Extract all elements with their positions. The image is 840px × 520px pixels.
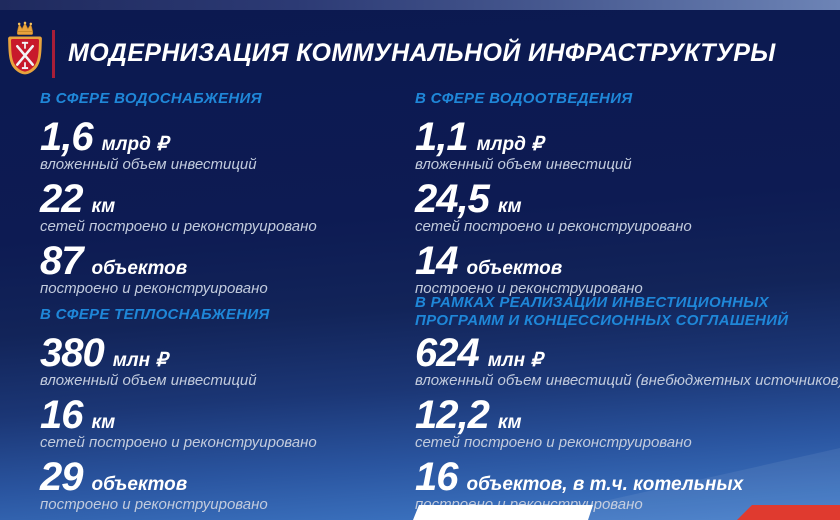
page-title: МОДЕРНИЗАЦИЯ КОММУНАЛЬНОЙ ИНФРАСТРУКТУРЫ <box>68 39 776 68</box>
stat-unit: млн ₽ <box>487 350 543 371</box>
flag-stripe-red <box>737 505 840 520</box>
stat-value: 12,2 <box>415 393 490 437</box>
stat-value: 87 <box>40 239 83 283</box>
stat-value: 14 <box>415 239 458 283</box>
section-heading: В РАМКАХ РЕАЛИЗАЦИИ ИНВЕСТИЦИОННЫХ ПРОГР… <box>415 294 789 329</box>
stat-networks: 22 км сетей построено и реконструировано <box>40 177 395 235</box>
stat-networks: 12,2 км сетей построено и реконструирова… <box>415 393 840 451</box>
stat-unit: объектов <box>91 258 188 279</box>
stat-caption: сетей построено и реконструировано <box>415 218 692 235</box>
section-heading: В СФЕРЕ ТЕПЛОСНАБЖЕНИЯ <box>40 306 270 323</box>
stat-unit: км <box>497 196 522 217</box>
stat-networks: 24,5 км сетей построено и реконструирова… <box>415 177 840 235</box>
tula-coat-of-arms-icon <box>8 21 42 75</box>
stat-caption: сетей построено и реконструировано <box>40 434 317 451</box>
stat-investment: 1,1 млрд ₽ вложенный объем инвестиций <box>415 115 840 173</box>
section-heat-supply: В СФЕРЕ ТЕПЛОСНАБЖЕНИЯ 380 млн ₽ вложенн… <box>40 306 395 520</box>
stat-caption: вложенный объем инвестиций <box>40 156 257 173</box>
flag-band <box>0 505 840 520</box>
section-water-disposal: В СФЕРЕ ВОДООТВЕДЕНИЯ 1,1 млрд ₽ вложенн… <box>415 90 840 304</box>
stat-caption: вложенный объем инвестиций <box>40 372 257 389</box>
stat-networks: 16 км сетей построено и реконструировано <box>40 393 395 451</box>
stat-unit: объектов <box>91 474 188 495</box>
stat-objects: 87 объектов построено и реконструировано <box>40 239 395 297</box>
stat-value: 29 <box>40 455 83 499</box>
section-investment-programs: В РАМКАХ РЕАЛИЗАЦИИ ИНВЕСТИЦИОННЫХ ПРОГР… <box>415 294 840 520</box>
stat-investment: 1,6 млрд ₽ вложенный объем инвестиций <box>40 115 395 173</box>
stat-unit: км <box>497 412 522 433</box>
stat-unit: млн ₽ <box>112 350 168 371</box>
header-divider <box>52 30 55 78</box>
stat-unit: км <box>91 196 116 217</box>
stat-value: 1,1 <box>415 115 469 159</box>
stat-unit: объектов, в т.ч. котельных <box>466 474 744 495</box>
stat-value: 24,5 <box>415 177 490 221</box>
stat-caption: вложенный объем инвестиций (внебюджетных… <box>415 372 840 389</box>
stat-value: 380 <box>40 331 105 375</box>
stat-caption: сетей построено и реконструировано <box>40 218 317 235</box>
stat-value: 22 <box>40 177 83 221</box>
stat-objects: 29 объектов построено и реконструировано <box>40 455 395 513</box>
stat-unit: млрд ₽ <box>476 134 544 155</box>
section-water-supply: В СФЕРЕ ВОДОСНАБЖЕНИЯ 1,6 млрд ₽ вложенн… <box>40 90 395 304</box>
stat-value: 1,6 <box>40 115 94 159</box>
stat-investment: 380 млн ₽ вложенный объем инвестиций <box>40 331 395 389</box>
section-heading: В СФЕРЕ ВОДОСНАБЖЕНИЯ <box>40 90 262 107</box>
stat-unit: км <box>91 412 116 433</box>
stat-caption: сетей построено и реконструировано <box>415 434 692 451</box>
header: МОДЕРНИЗАЦИЯ КОММУНАЛЬНОЙ ИНФРАСТРУКТУРЫ <box>5 20 776 88</box>
stat-caption: построено и реконструировано <box>40 280 268 297</box>
stat-caption: вложенный объем инвестиций <box>415 156 632 173</box>
stat-unit: млрд ₽ <box>101 134 169 155</box>
stat-objects: 14 объектов построено и реконструировано <box>415 239 840 297</box>
stat-unit: объектов <box>466 258 563 279</box>
stat-caption: построено и реконструировано <box>415 280 643 297</box>
stat-value: 16 <box>40 393 83 437</box>
section-heading: В СФЕРЕ ВОДООТВЕДЕНИЯ <box>415 90 633 107</box>
top-accent-strip <box>0 0 840 10</box>
stat-investment: 624 млн ₽ вложенный объем инвестиций (вн… <box>415 331 840 389</box>
flag-stripe-white <box>413 505 593 520</box>
stat-value: 624 <box>415 331 480 375</box>
stat-value: 16 <box>415 455 458 499</box>
stat-caption: построено и реконструировано <box>40 496 268 513</box>
